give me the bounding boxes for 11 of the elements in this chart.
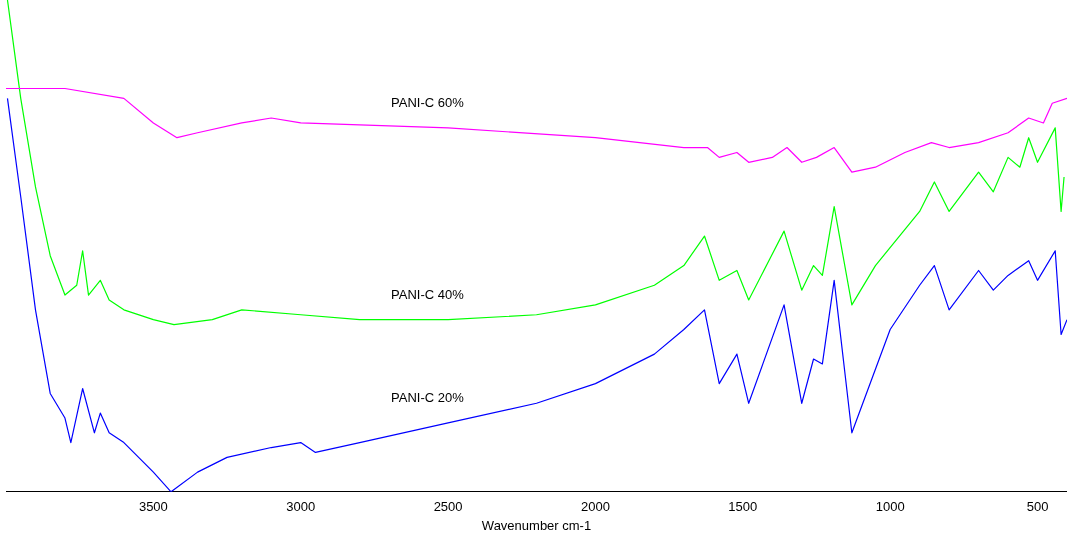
series-label: PANI-C 20% [391,390,465,406]
x-tick-label: 3000 [286,499,316,515]
series-label: PANI-C 40% [391,286,465,302]
x-tick-label: 1500 [728,499,758,515]
x-tick-label: 500 [1026,499,1049,515]
x-tick-label: 2000 [580,499,610,515]
x-tick-label: 1000 [875,499,905,515]
x-tick-label: 3500 [138,499,168,515]
x-axis-title: Wavenumber cm-1 [481,517,592,533]
series-label: PANI-C 60% [391,94,465,110]
x-tick-label: 2500 [433,499,463,515]
